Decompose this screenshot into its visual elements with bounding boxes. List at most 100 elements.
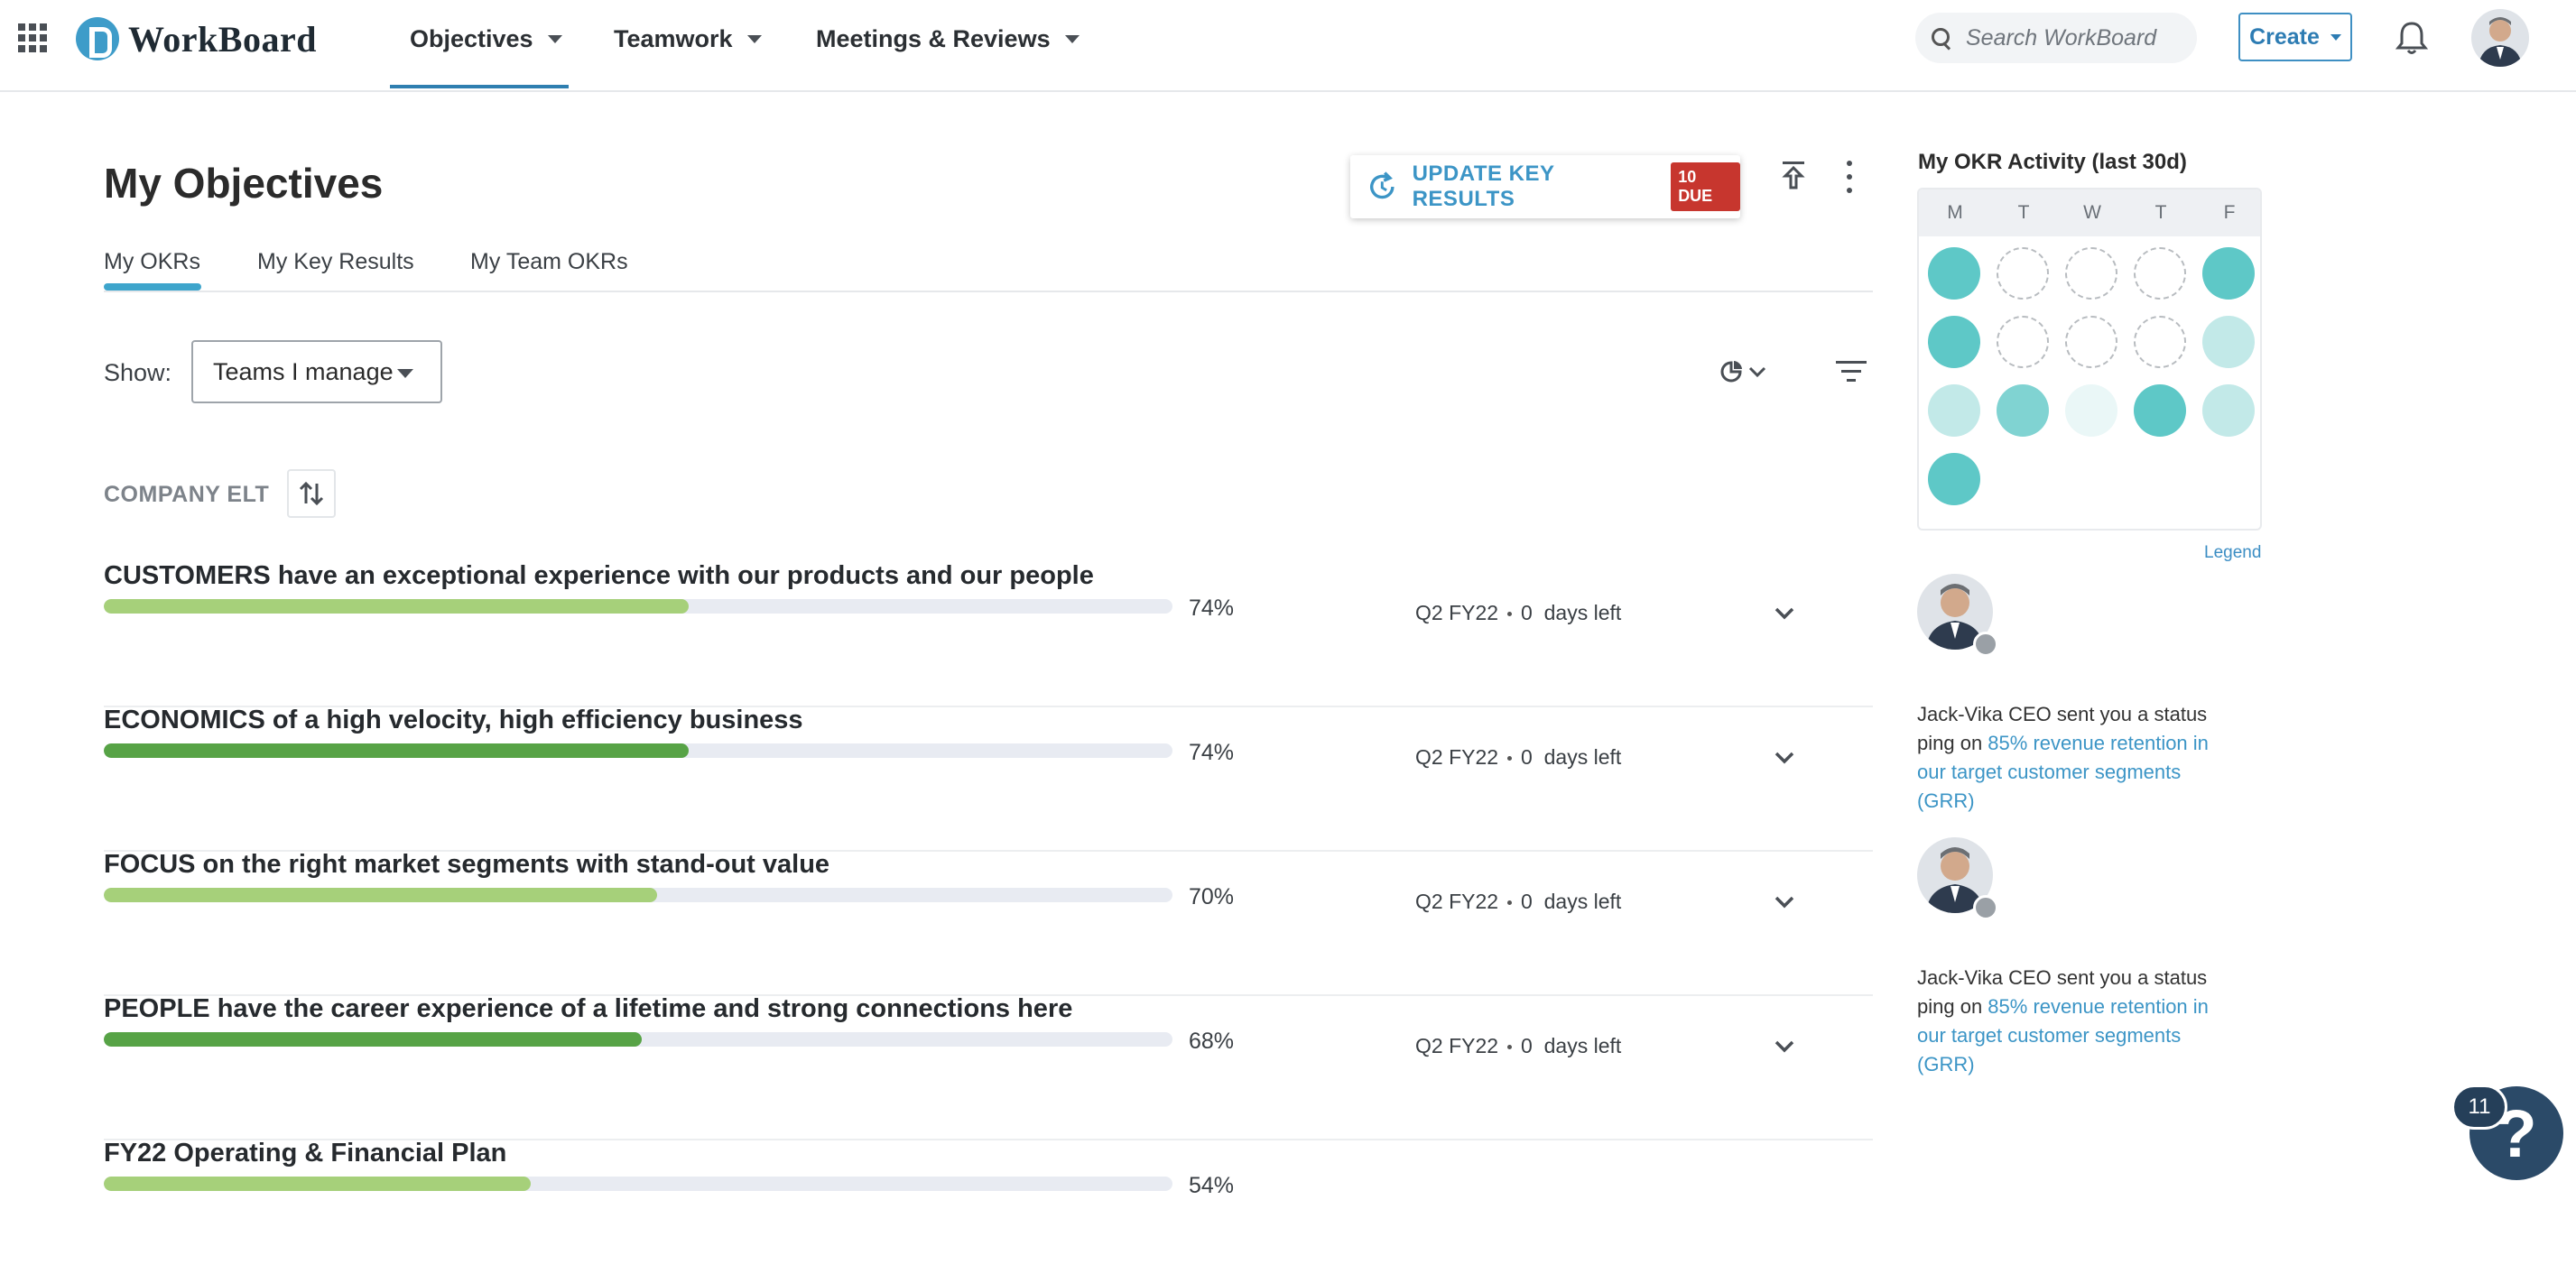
separator-dot bbox=[1507, 900, 1513, 906]
page-title: My Objectives bbox=[104, 160, 384, 207]
chevron-down-icon[interactable] bbox=[1774, 891, 1795, 913]
objective-row[interactable]: ECONOMICS of a high velocity, high effic… bbox=[104, 706, 1873, 852]
okr-activity-calendar: M T W T F bbox=[1917, 188, 2262, 531]
tab-my-okrs[interactable]: My OKRs bbox=[104, 249, 200, 274]
app-grid-icon[interactable] bbox=[18, 23, 47, 52]
chevron-down-icon bbox=[1748, 366, 1766, 378]
objective-title[interactable]: FY22 Operating & Financial Plan bbox=[104, 1139, 507, 1168]
days-left-label: days left bbox=[1543, 1034, 1622, 1057]
active-tab-indicator bbox=[104, 283, 201, 291]
objective-period: Q2 FY22 0 days left bbox=[1415, 745, 1621, 770]
export-upload-icon[interactable] bbox=[1780, 159, 1807, 191]
activity-feed-item: Jack-Vika CEO sent you a status ping on … bbox=[1917, 700, 2242, 816]
search-icon bbox=[1932, 28, 1951, 48]
weekday-label: F bbox=[2223, 202, 2236, 223]
nav-objectives[interactable]: Objectives bbox=[410, 25, 562, 53]
separator-dot bbox=[1507, 756, 1513, 761]
progress-fill bbox=[104, 1032, 642, 1047]
objective-title[interactable]: PEOPLE have the career experience of a l… bbox=[104, 994, 1073, 1023]
activity-day-cell bbox=[2202, 247, 2255, 300]
activity-day-cell bbox=[2202, 384, 2255, 437]
notification-bell-icon[interactable] bbox=[2395, 20, 2428, 56]
progress-percent: 70% bbox=[1189, 884, 1235, 909]
progress-bar bbox=[104, 1177, 1172, 1191]
chevron-down-icon[interactable] bbox=[1774, 603, 1795, 624]
workboard-logo[interactable]: WorkBoard bbox=[76, 16, 317, 61]
legend-link[interactable]: Legend bbox=[2204, 543, 2262, 562]
feed-key-result-link[interactable]: 85% revenue retention in our target cust… bbox=[1917, 995, 2209, 1075]
days-count: 0 bbox=[1521, 1034, 1533, 1057]
tab-my-team-okrs[interactable]: My Team OKRs bbox=[470, 249, 628, 274]
logo-text: WorkBoard bbox=[128, 18, 317, 60]
progress-fill bbox=[104, 888, 658, 902]
chevron-down-icon[interactable] bbox=[1774, 747, 1795, 769]
sort-arrows-icon bbox=[299, 481, 324, 506]
chevron-down-icon bbox=[2330, 33, 2341, 41]
pie-chart-icon bbox=[1720, 361, 1742, 383]
due-count-badge: 10 DUE bbox=[1671, 162, 1740, 211]
objective-row[interactable]: PEOPLE have the career experience of a l… bbox=[104, 994, 1873, 1140]
progress-percent: 68% bbox=[1189, 1029, 1235, 1054]
objective-period: Q2 FY22 0 days left bbox=[1415, 601, 1621, 625]
nav-meetings-reviews[interactable]: Meetings & Reviews bbox=[816, 25, 1080, 53]
chevron-down-icon bbox=[397, 369, 413, 378]
progress-percent: 54% bbox=[1189, 1173, 1235, 1198]
sort-button[interactable] bbox=[287, 469, 336, 518]
workboard-logo-icon bbox=[76, 17, 119, 60]
update-key-results-label: UPDATE KEY RESULTS bbox=[1412, 162, 1555, 211]
sender-avatar[interactable] bbox=[1917, 574, 1993, 650]
show-filter-value: Teams I manage bbox=[213, 357, 394, 385]
progress-percent: 74% bbox=[1189, 595, 1235, 621]
objective-row[interactable]: FY22 Operating & Financial Plan 54% bbox=[104, 1139, 1873, 1283]
create-button[interactable]: Create bbox=[2238, 13, 2352, 61]
weekday-label: T bbox=[2154, 202, 2167, 223]
weekday-label: W bbox=[2083, 202, 2101, 223]
objective-title[interactable]: ECONOMICS of a high velocity, high effic… bbox=[104, 706, 803, 734]
progress-bar bbox=[104, 743, 1172, 758]
user-avatar[interactable] bbox=[2471, 9, 2529, 67]
feed-message: Jack-Vika CEO sent you a status ping on bbox=[1917, 703, 2208, 754]
objective-row[interactable]: FOCUS on the right market segments with … bbox=[104, 850, 1873, 996]
nav-meetings-label: Meetings & Reviews bbox=[816, 25, 1051, 52]
chevron-down-icon bbox=[746, 35, 762, 43]
nav-teamwork[interactable]: Teamwork bbox=[614, 25, 762, 53]
show-filter-select[interactable]: Teams I manage bbox=[191, 340, 442, 403]
chevron-down-icon bbox=[547, 35, 562, 43]
progress-bar bbox=[104, 888, 1172, 902]
search-input[interactable]: Search WorkBoard bbox=[1915, 13, 2197, 63]
period-label: Q2 FY22 bbox=[1415, 1034, 1499, 1057]
search-placeholder: Search WorkBoard bbox=[1966, 24, 2157, 51]
activity-day-cell bbox=[1928, 247, 1980, 300]
feed-key-result-link[interactable]: 85% revenue retention in our target cust… bbox=[1917, 732, 2209, 812]
refresh-icon bbox=[1370, 171, 1395, 199]
activity-day-cell bbox=[2065, 316, 2117, 368]
weekday-label: M bbox=[1947, 202, 1963, 223]
status-ping-badge-icon bbox=[1973, 895, 1998, 920]
activity-day-cell bbox=[2065, 247, 2117, 300]
objective-row[interactable]: CUSTOMERS have an exceptional experience… bbox=[104, 561, 1873, 707]
filter-icon[interactable] bbox=[1836, 359, 1867, 384]
chart-view-toggle[interactable] bbox=[1719, 357, 1773, 386]
calendar-header: M T W T F bbox=[1919, 189, 2260, 236]
activity-day-cell bbox=[1997, 247, 2049, 300]
progress-fill bbox=[104, 1177, 532, 1191]
more-options-icon[interactable] bbox=[1841, 161, 1858, 193]
progress-fill bbox=[104, 743, 690, 758]
objective-title[interactable]: FOCUS on the right market segments with … bbox=[104, 850, 830, 879]
chevron-down-icon[interactable] bbox=[1774, 1036, 1795, 1057]
objective-tabs: My OKRs My Key Results My Team OKRs bbox=[104, 244, 1873, 292]
update-key-results-button[interactable]: UPDATE KEY RESULTS 10 DUE bbox=[1350, 155, 1740, 218]
tab-my-key-results[interactable]: My Key Results bbox=[257, 249, 414, 274]
help-notification-badge: 11 bbox=[2451, 1085, 2507, 1130]
weekday-label: T bbox=[2017, 202, 2030, 223]
nav-teamwork-label: Teamwork bbox=[614, 25, 733, 52]
activity-day-cell bbox=[1997, 316, 2049, 368]
period-label: Q2 FY22 bbox=[1415, 601, 1499, 624]
days-left-label: days left bbox=[1543, 890, 1622, 913]
objective-title[interactable]: CUSTOMERS have an exceptional experience… bbox=[104, 561, 1094, 590]
feed-message: Jack-Vika CEO sent you a status ping on bbox=[1917, 966, 2208, 1018]
progress-percent: 74% bbox=[1189, 740, 1235, 765]
objective-period: Q2 FY22 0 days left bbox=[1415, 1034, 1621, 1058]
days-count: 0 bbox=[1521, 745, 1533, 769]
activity-day-cell bbox=[1928, 316, 1980, 368]
